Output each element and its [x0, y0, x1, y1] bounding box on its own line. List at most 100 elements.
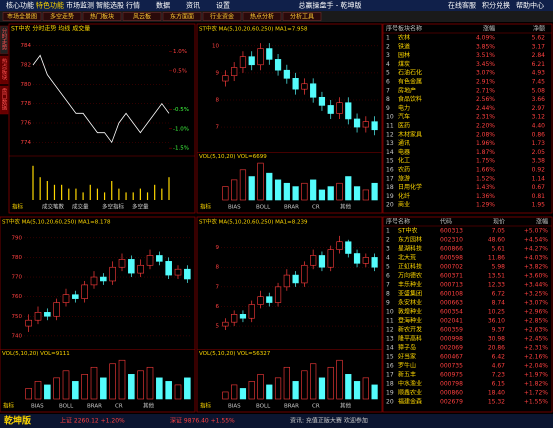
table-cell[interactable]: 3.66	[532, 96, 546, 103]
toolbar-label[interactable]: 分析工具	[290, 12, 314, 20]
table-cell[interactable]: 0.81	[532, 193, 546, 200]
table-cell[interactable]: 1.66%	[476, 167, 495, 174]
table-cell[interactable]: 星湖科技	[398, 245, 422, 253]
table-cell[interactable]: 有色金属	[398, 78, 422, 86]
table-cell[interactable]: 000798	[440, 381, 463, 388]
table-cell[interactable]: 农药	[398, 166, 410, 174]
table-cell[interactable]: 登海种业	[398, 317, 422, 325]
table-cell[interactable]: 002069	[440, 345, 463, 352]
table-cell[interactable]: 4	[386, 61, 390, 68]
table-cell[interactable]: 1.95	[532, 202, 546, 209]
side-tab-label[interactable]: 盘口数据	[1, 87, 8, 112]
table-cell[interactable]: +2.45%	[524, 336, 548, 343]
toolbar-label[interactable]: 风云板	[133, 12, 151, 20]
table-cell[interactable]: 600467	[440, 354, 463, 361]
table-cell[interactable]: 石油石化	[398, 69, 422, 77]
table-cell[interactable]: 1.43%	[476, 184, 495, 191]
indicator-tab[interactable]: 其他	[143, 402, 155, 410]
table-cell[interactable]: 园林	[398, 51, 410, 59]
table-cell[interactable]: 3	[386, 52, 390, 59]
menu-item[interactable]: 智能选股	[96, 1, 124, 10]
table-cell[interactable]: 3.51%	[476, 52, 495, 59]
table-cell[interactable]: 3.45%	[476, 61, 495, 68]
table-cell[interactable]: 15	[386, 158, 394, 165]
indicator-tab[interactable]: 成交量	[72, 203, 89, 211]
table-cell[interactable]: 600313	[440, 228, 463, 235]
table-cell[interactable]: 新五丰	[398, 371, 416, 379]
menu-item[interactable]: 设置	[216, 1, 230, 10]
table-cell[interactable]: 12.33	[488, 282, 505, 289]
table-cell[interactable]: 2.84	[532, 52, 546, 59]
table-cell[interactable]: 11	[386, 318, 394, 325]
table-cell[interactable]: 煤炭	[398, 60, 410, 68]
table-cell[interactable]: 2.56%	[476, 96, 495, 103]
table-cell[interactable]: 13.51	[488, 273, 505, 280]
table-cell[interactable]: 10	[386, 114, 394, 121]
table-cell[interactable]: 9	[386, 105, 390, 112]
side-tab[interactable]	[0, 55, 9, 85]
table-cell[interactable]: 12	[386, 131, 394, 138]
table-cell[interactable]: 农林	[398, 34, 410, 42]
toolbar-button[interactable]	[282, 12, 322, 21]
table-cell[interactable]: 15.32	[488, 399, 505, 406]
table-cell[interactable]: 4.93	[532, 70, 546, 77]
table-cell[interactable]: 13	[386, 336, 394, 343]
indicator-tab[interactable]: 指标	[200, 203, 212, 211]
toolbar-button[interactable]	[2, 12, 42, 21]
menu-item[interactable]: 特色功能	[36, 1, 64, 10]
indicator-tab[interactable]: 指标	[200, 402, 212, 410]
table-cell[interactable]: 11	[386, 123, 394, 130]
indicator-tab[interactable]: BRAR	[87, 404, 102, 410]
table-cell[interactable]: 隆平高科	[398, 335, 422, 343]
indicator-tab[interactable]: 其他	[340, 203, 352, 211]
table-cell[interactable]: 20	[386, 399, 394, 406]
table-cell[interactable]: 600866	[440, 246, 463, 253]
table-cell[interactable]: 化工	[398, 157, 410, 165]
table-cell[interactable]: 通讯	[398, 139, 410, 147]
table-cell[interactable]: 1.73	[532, 140, 546, 147]
toolbar-button[interactable]	[162, 12, 202, 21]
table-cell[interactable]: 2.91%	[476, 79, 495, 86]
toolbar-button[interactable]	[82, 12, 122, 21]
side-tab-label[interactable]: 分时走势	[1, 27, 8, 52]
table-cell[interactable]: 1	[386, 35, 390, 42]
table-cell[interactable]: ST中农	[398, 227, 417, 235]
table-cell[interactable]: +3.25%	[524, 291, 548, 298]
indicator-tab[interactable]: 指标	[12, 203, 24, 211]
indicator-tab[interactable]: BRAR	[284, 404, 299, 410]
table-cell[interactable]: 1	[386, 228, 390, 235]
menu-item[interactable]: 核心功能	[6, 1, 34, 10]
table-cell[interactable]: 1.96%	[476, 140, 495, 147]
table-cell[interactable]: 002041	[440, 318, 463, 325]
table-cell[interactable]: 7.05	[492, 228, 506, 235]
indicator-tab[interactable]: 多空指标	[102, 203, 125, 211]
table-cell[interactable]: 中水渔业	[398, 380, 422, 388]
table-cell[interactable]: 6.21	[532, 61, 546, 68]
table-cell[interactable]: 8	[386, 291, 390, 298]
table-cell[interactable]: +2.63%	[524, 327, 548, 334]
table-cell[interactable]: 3.17	[532, 43, 546, 50]
table-cell[interactable]: 1.87%	[476, 149, 495, 156]
toolbar-label[interactable]: 热点分析	[250, 12, 274, 20]
table-cell[interactable]: 5.08	[532, 87, 546, 94]
table-cell[interactable]: +1.82%	[524, 381, 548, 388]
table-cell[interactable]: 600371	[440, 273, 463, 280]
table-cell[interactable]: +3.44%	[524, 282, 548, 289]
table-cell[interactable]: 600108	[440, 291, 463, 298]
table-cell[interactable]: 000860	[440, 390, 463, 397]
toolbar-label[interactable]: 市场全景图	[7, 12, 37, 20]
toolbar-label[interactable]: 多空走势	[50, 12, 74, 20]
table-cell[interactable]: 9.37	[492, 327, 506, 334]
toolbar-label[interactable]: 热门板块	[90, 12, 114, 20]
table-cell[interactable]: 新农开发	[398, 326, 422, 334]
toolbar-button[interactable]	[242, 12, 282, 21]
table-cell[interactable]: 6.15	[492, 381, 506, 388]
table-cell[interactable]: 1.36%	[476, 193, 495, 200]
table-cell[interactable]: 7	[386, 282, 390, 289]
table-cell[interactable]: 敦煌种业	[398, 308, 422, 316]
table-cell[interactable]: 3.12	[532, 114, 546, 121]
table-cell[interactable]: 19	[386, 390, 394, 397]
table-cell[interactable]: +3.60%	[524, 273, 548, 280]
table-cell[interactable]: 14	[386, 345, 394, 352]
table-cell[interactable]: 600359	[440, 327, 463, 334]
